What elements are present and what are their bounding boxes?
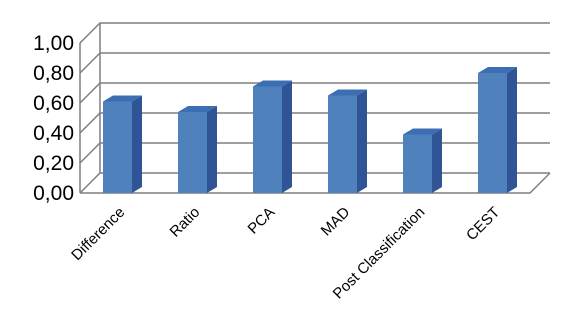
bar-side	[432, 128, 442, 193]
bar-side	[357, 89, 367, 193]
bar-top	[403, 128, 442, 135]
y-axis-tick-labels: 0,00 0,20 0,40 0,60 0,80 1,00	[33, 32, 74, 205]
bar-front	[103, 101, 132, 193]
y-tick-label: 0,60	[33, 92, 74, 115]
bar-front	[328, 95, 357, 193]
bar	[103, 95, 142, 193]
x-category-label: MAD	[318, 204, 354, 240]
chart-gridlines	[79, 22, 551, 194]
x-category-label: Difference	[68, 204, 128, 264]
bar	[178, 106, 217, 193]
y-tick-label: 0,20	[33, 152, 74, 175]
bar-side	[282, 80, 292, 193]
gridline	[79, 22, 550, 44]
bar-top	[178, 106, 217, 112]
bar	[478, 67, 517, 193]
bar-side	[132, 95, 142, 193]
x-category-label: CEST	[463, 204, 503, 244]
bar-side	[507, 67, 517, 193]
gridline	[79, 172, 550, 194]
y-tick-label: 1,00	[33, 32, 74, 55]
chart-bars	[103, 67, 517, 193]
x-category-label: Ratio	[167, 204, 204, 241]
bar-side	[207, 106, 217, 193]
bar-front	[478, 73, 507, 193]
bar	[328, 89, 367, 193]
floor-edge	[80, 172, 551, 194]
gridline	[79, 82, 550, 104]
bar-top	[253, 80, 292, 87]
gridline	[79, 112, 550, 134]
bar	[403, 128, 442, 193]
gridline	[79, 52, 550, 74]
gridline	[79, 142, 550, 164]
bar-top	[103, 95, 142, 102]
bar-front	[253, 86, 282, 193]
y-tick-label: 0,40	[33, 122, 74, 145]
x-category-label: PCA	[244, 204, 278, 238]
bar-front	[403, 134, 432, 193]
y-tick-label: 0,00	[33, 182, 74, 205]
y-tick-label: 0,80	[33, 62, 74, 85]
bar-top	[478, 67, 517, 73]
bar-front	[178, 112, 207, 193]
bar-top	[328, 89, 367, 96]
bar	[253, 80, 292, 193]
